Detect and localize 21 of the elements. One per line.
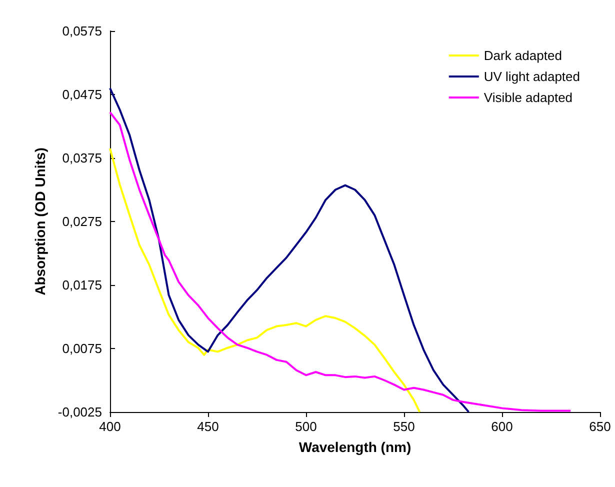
y-tick-label: 0,0175 (62, 278, 102, 292)
legend-label: UV light adapted (484, 69, 580, 84)
legend-label: Dark adapted (484, 48, 562, 63)
legend-label: Visible adapted (484, 90, 573, 105)
x-axis-title: Wavelength (nm) (298, 439, 412, 455)
y-tick-label: 0,0575 (62, 24, 102, 38)
y-tick-label: -0,0025 (58, 404, 102, 420)
x-tick-label: 650 (589, 419, 611, 434)
x-tick-label: 550 (393, 419, 415, 434)
y-tick-label: 0,0075 (62, 341, 102, 356)
line-series (109, 111, 572, 412)
x-tick-label: 450 (197, 419, 219, 434)
line-series (109, 87, 470, 413)
line-series (109, 147, 421, 413)
y-tick-label: 0,0275 (62, 214, 102, 229)
x-tick-label: 400 (99, 419, 121, 434)
y-axis-title: Absorption (OD Units) (32, 148, 48, 296)
y-tick-label: 0,0375 (62, 150, 102, 166)
x-tick-label: 500 (295, 419, 317, 434)
y-tick-label: 0,0475 (62, 87, 102, 102)
x-tick-label: 600 (491, 419, 513, 434)
